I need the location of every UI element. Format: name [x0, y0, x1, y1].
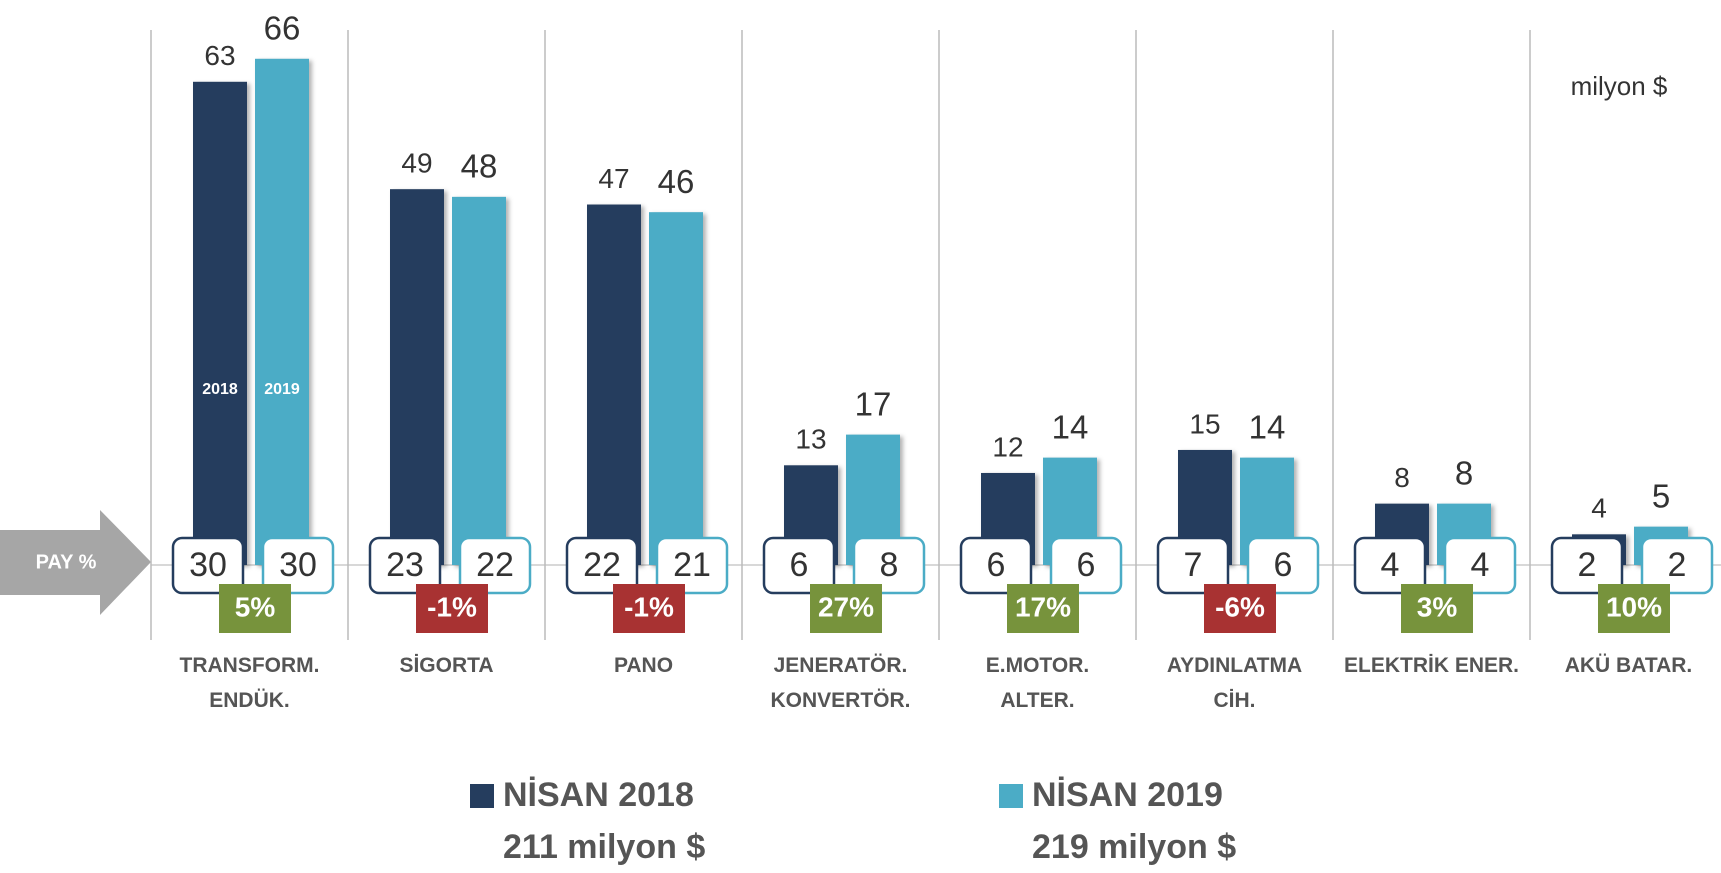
category-label: PANO	[613, 654, 674, 677]
share-box	[655, 536, 729, 595]
share-value: 6	[790, 546, 809, 584]
change-label: 3%	[1417, 591, 1458, 622]
bar-year-label: 2019	[264, 381, 300, 398]
change-label: -1%	[624, 591, 674, 622]
value-label: 13	[795, 424, 826, 455]
change-label: 17%	[1015, 591, 1071, 622]
legend-swatch	[999, 784, 1023, 808]
value-label: 5	[1652, 477, 1670, 514]
change-box	[1401, 584, 1473, 633]
change-box	[416, 584, 488, 633]
share-value: 22	[583, 546, 621, 584]
value-label: 14	[1249, 408, 1286, 445]
change-label: -6%	[1215, 591, 1265, 622]
bar	[452, 196, 506, 565]
share-value: 22	[476, 546, 514, 584]
legend-label: NİSAN 2018	[503, 776, 694, 814]
share-label: PAY %	[36, 551, 97, 573]
share-value: 21	[673, 546, 711, 584]
value-label: 48	[461, 148, 498, 185]
share-value: 30	[279, 546, 317, 584]
share-value: 23	[386, 546, 424, 584]
share-box	[762, 536, 836, 595]
change-box	[810, 584, 882, 633]
category-label: E.MOTOR. ALTER.	[985, 654, 1090, 712]
change-label: 27%	[818, 591, 874, 622]
bar	[255, 58, 309, 565]
value-label: 47	[598, 163, 629, 194]
change-box	[1007, 584, 1079, 633]
bar-year-label: 2018	[202, 381, 238, 398]
legend-swatch	[470, 784, 494, 808]
value-label: 15	[1189, 408, 1220, 439]
change-label: -1%	[427, 591, 477, 622]
share-value: 7	[1184, 546, 1203, 584]
value-label: 66	[264, 9, 301, 46]
share-value: 30	[189, 546, 227, 584]
change-label: 10%	[1606, 591, 1662, 622]
value-label: 12	[992, 431, 1023, 462]
share-value: 8	[880, 546, 899, 584]
value-label: 46	[658, 163, 695, 200]
share-value: 2	[1578, 546, 1597, 584]
change-label: 5%	[235, 591, 276, 622]
share-arrow	[0, 510, 151, 615]
value-label: 8	[1394, 462, 1410, 493]
share-box	[1550, 536, 1624, 595]
category-label: JENERATÖR. KONVERTÖR.	[770, 654, 911, 712]
value-label: 4	[1591, 493, 1607, 524]
share-box	[565, 536, 639, 595]
change-box	[219, 584, 291, 633]
legend-label: NİSAN 2019	[1032, 776, 1223, 814]
bar	[587, 204, 641, 565]
share-box	[171, 536, 245, 595]
share-box	[368, 536, 442, 595]
legend-total: 219 milyon $	[1032, 828, 1236, 866]
share-box	[1640, 536, 1714, 595]
share-value: 2	[1668, 546, 1687, 584]
share-box	[1443, 536, 1517, 595]
bar	[390, 189, 444, 566]
share-value: 4	[1381, 546, 1400, 584]
share-box	[1156, 536, 1230, 595]
value-label: 63	[204, 40, 235, 71]
bar	[193, 81, 247, 565]
value-label: 49	[401, 148, 432, 179]
share-box	[261, 536, 335, 595]
category-label: ELEKTRİK ENER.	[1343, 654, 1519, 677]
category-label: AYDINLATMA CİH.	[1166, 654, 1303, 712]
value-label: 14	[1052, 408, 1089, 445]
share-value: 4	[1471, 546, 1490, 584]
share-box	[959, 536, 1033, 595]
share-value: 6	[1077, 546, 1096, 584]
unit-label: milyon $	[1571, 71, 1668, 101]
category-label: TRANSFORM. ENDÜK.	[179, 654, 320, 712]
value-label: 8	[1455, 454, 1473, 491]
share-box	[1246, 536, 1320, 595]
category-label: SİGORTA	[399, 654, 494, 677]
value-label: 17	[855, 385, 892, 422]
share-box	[1049, 536, 1123, 595]
share-box	[458, 536, 532, 595]
bar	[649, 212, 703, 565]
change-box	[613, 584, 685, 633]
share-value: 6	[1274, 546, 1293, 584]
change-box	[1598, 584, 1670, 633]
category-label: AKÜ BATAR.	[1564, 654, 1693, 677]
legend-total: 211 milyon $	[503, 828, 705, 866]
change-box	[1204, 584, 1276, 633]
share-box	[852, 536, 926, 595]
share-value: 6	[987, 546, 1006, 584]
share-box	[1353, 536, 1427, 595]
